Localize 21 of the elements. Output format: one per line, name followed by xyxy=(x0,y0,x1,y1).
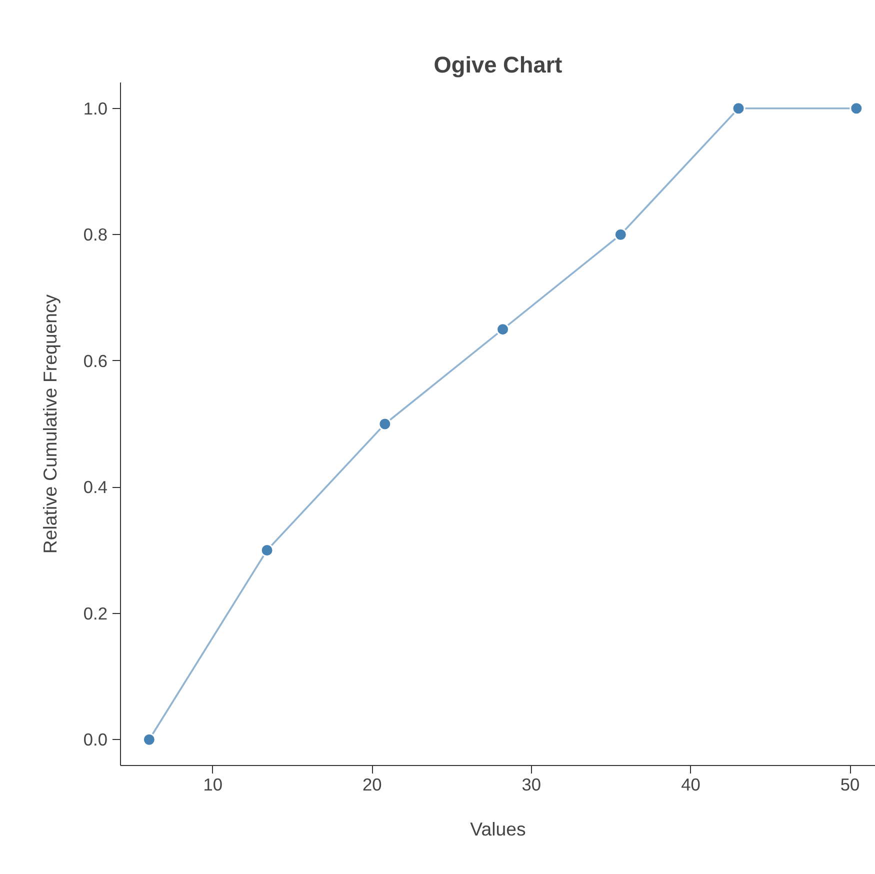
y-tick-label: 0.8 xyxy=(83,224,108,245)
point xyxy=(614,228,628,242)
point xyxy=(378,417,392,431)
y-tick-label: 0.0 xyxy=(83,730,108,750)
x-axis-title: Values xyxy=(470,818,526,840)
x-tick-label: 20 xyxy=(362,774,382,794)
y-tick-label: 0.6 xyxy=(83,350,108,371)
x-tick-label: 50 xyxy=(840,774,860,794)
x-tick-label: 40 xyxy=(681,774,700,794)
point xyxy=(496,322,510,336)
y-tick-label: 0.4 xyxy=(83,477,108,498)
point xyxy=(732,102,746,116)
y-tick-label: 1.0 xyxy=(83,98,108,118)
chart-title: Ogive Chart xyxy=(434,52,563,78)
point xyxy=(850,102,864,116)
y-axis-title: Relative Cumulative Frequency xyxy=(39,294,60,554)
y-tick-label: 0.2 xyxy=(83,603,108,624)
x-tick-label: 10 xyxy=(203,774,223,794)
x-tick-label: 30 xyxy=(522,774,542,794)
point xyxy=(260,544,274,557)
point xyxy=(142,732,156,746)
